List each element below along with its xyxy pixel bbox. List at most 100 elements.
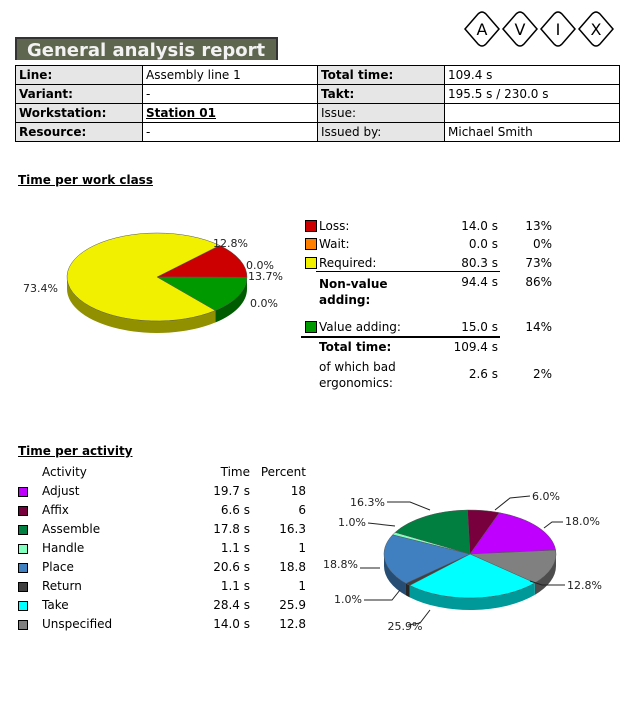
activity-percent: 18.8 [279,560,306,574]
workstation-label: Workstation: [15,103,143,123]
required-label: Required: [319,256,377,270]
activity-name: Take [42,598,69,612]
required-pct: 73% [525,256,552,270]
ergo-label: of which bad ergonomics: [319,360,396,390]
resource-value: - [142,122,318,142]
logo-letter: I [556,20,561,39]
takt-value: 195.5 s / 230.0 s [444,84,620,104]
activity-time: 19.7 s [213,484,250,498]
logo-diamond [502,11,538,47]
activity-swatch [18,544,28,554]
issued-by-value: Michael Smith [444,122,620,142]
pie-label: 73.4% [23,282,58,295]
total-time: 109.4 s [453,340,498,354]
page-title: General analysis report [15,37,278,61]
pie-slice [409,553,536,599]
percent-col-header: Percent [260,465,306,479]
pie-label: 0.0% [250,297,278,310]
activity-time: 1.1 s [220,541,250,555]
info-table: Line: Assembly line 1 Total time: 109.4 s V… [15,65,620,142]
logo-diamond [540,11,576,47]
activity-swatch [18,620,28,630]
value-adding-swatch [305,321,317,333]
pie-slice [394,509,471,555]
pie-label: 12.8% [567,579,602,592]
resource-label: Resource: [15,122,143,142]
divider [301,336,500,338]
activity-time: 14.0 s [213,617,250,631]
pie-slice [469,512,556,555]
table-row: Adjust 19.7 s 18 [42,484,306,503]
activity-name: Handle [42,541,85,555]
line-label: Line: [15,65,143,85]
activity-percent: 6 [298,503,306,517]
table-row: Assemble 17.8 s 16.3 [42,522,306,541]
divider [316,271,500,272]
logo-letter: V [515,20,526,39]
pie-label: 6.0% [532,490,560,503]
activity-percent: 12.8 [279,617,306,631]
activity-time: 1.1 s [220,579,250,593]
pie-label: 1.0% [334,593,362,606]
ergo-pct: 2% [532,367,552,381]
activity-heading: Time per activity [18,444,133,458]
pie-label: 18.8% [323,558,358,571]
activity-pie-chart: 6.0% 18.0% 12.8% 25.9% 1.0% 18.8% 1.0% 16.3% [323,490,602,633]
pie-slice [383,534,471,584]
activity-percent: 16.3 [279,522,306,536]
activity-percent: 1 [298,579,306,593]
activity-name: Return [42,579,82,593]
activity-col-header: Activity [42,465,87,479]
wait-pct: 0% [532,237,552,251]
activity-percent: 25.9 [279,598,306,612]
loss-time: 14.0 s [461,219,498,233]
leader-line [529,580,565,586]
table-row: Handle 1.1 s 1 [42,541,306,560]
nva-label: Non-value adding: [319,277,388,307]
logo-diamond [578,11,614,47]
activity-name: Adjust [42,484,80,498]
leader-line [364,589,401,601]
table-row: Place 20.6 s 18.8 [42,560,306,579]
leader-line [543,521,563,529]
wait-label: Wait: [319,237,350,251]
pie-label: 0.0% [246,259,274,272]
leader-line [367,522,396,527]
activity-time: 17.8 s [213,522,250,536]
nva-pct: 86% [525,275,552,289]
required-swatch [305,257,317,269]
activity-swatch [18,506,28,516]
activity-time: 28.4 s [213,598,250,612]
pie-slice [156,245,248,278]
pie-side [215,277,247,323]
loss-swatch [305,220,317,232]
va-label: Value adding: [319,320,401,334]
pie-label: 13.7% [248,270,283,283]
pie-side [409,582,535,610]
wait-time: 0.0 s [468,237,498,251]
takt-label: Takt: [317,84,445,104]
variant-label: Variant: [15,84,143,104]
pie-slice [66,232,221,322]
time-col-header: Time [220,465,250,479]
ergo-time: 2.6 s [468,367,498,381]
activity-swatch [18,563,28,573]
activity-name: Affix [42,503,69,517]
work-class-pie-chart: 12.8%0.0%13.7%0.0%73.4% [23,232,283,333]
issue-value [444,103,620,123]
va-pct: 14% [525,320,552,334]
workstation-link[interactable]: Station 01 [142,103,318,123]
table-row: Return 1.1 s 1 [42,579,306,598]
table-row: Affix 6.6 s 6 [42,503,306,522]
pie-label: 18.0% [565,515,600,528]
total-label: Total time: [319,340,392,354]
activity-swatch [18,582,28,592]
pie-side [67,277,216,333]
leader-line [387,501,431,511]
pie-side [405,583,410,598]
required-time: 80.3 s [461,256,498,270]
loss-pct: 13% [525,219,552,233]
activity-time: 20.6 s [213,560,250,574]
line-value: Assembly line 1 [142,65,318,85]
